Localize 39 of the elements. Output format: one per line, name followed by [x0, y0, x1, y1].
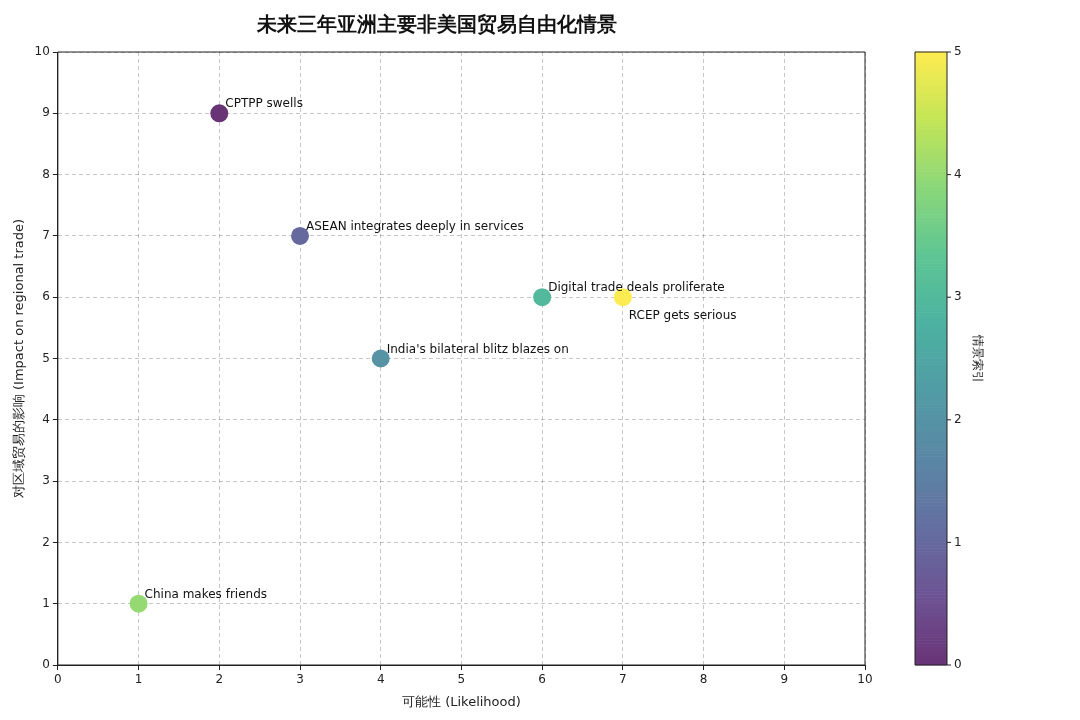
x-tick-label: 0: [54, 672, 62, 687]
chart-title: 未来三年亚洲主要非美国贸易自由化情景: [255, 12, 617, 37]
color-bar-label: 5: [954, 44, 962, 59]
annotation: ASEAN integrates deeply in services: [306, 218, 524, 233]
y-tick-label: 10: [34, 44, 50, 59]
x-axis-title: 可能性 (Likelihood): [402, 693, 521, 709]
x-tick-label: 6: [538, 672, 546, 687]
y-tick-label: 3: [42, 473, 50, 488]
x-tick-label: 5: [457, 672, 466, 687]
annotation: China makes friends: [144, 586, 268, 601]
x-tick-label: 4: [376, 672, 385, 687]
color-bar-label: 0: [954, 657, 962, 672]
annotation: RCEP gets serious: [628, 308, 737, 323]
y-tick-label: 4: [42, 411, 50, 426]
annotation: CPTPP swells: [225, 96, 303, 111]
y-tick-label: 9: [42, 105, 50, 120]
y-tick-label: 0: [42, 657, 50, 672]
color-bar-label: 2: [954, 411, 962, 426]
y-tick-label: 2: [42, 534, 50, 549]
y-tick-label: 1: [42, 595, 50, 610]
y-axis-title: 对区域贸易的影响 (Impact on regional trade): [11, 218, 27, 499]
y-tick-label: 7: [42, 228, 50, 243]
y-tick-label: 8: [42, 166, 50, 181]
annotation: India's bilateral blitz blazes on: [386, 341, 569, 356]
x-tick-label: 3: [296, 672, 304, 687]
color-bar-title: 情景索引: [970, 333, 985, 383]
color-bar-label: 4: [954, 166, 962, 181]
y-tick-label: 6: [42, 289, 50, 304]
x-tick-label: 8: [699, 672, 708, 687]
color-bar-label: 1: [954, 534, 962, 549]
y-tick-label: 5: [42, 350, 50, 365]
x-tick-label: 1: [134, 672, 143, 687]
x-tick-label: 2: [215, 672, 224, 687]
x-tick-label: 9: [780, 672, 789, 687]
annotation: Digital trade deals proliferate: [548, 280, 725, 295]
x-tick-label: 10: [857, 672, 873, 687]
point: [371, 349, 390, 368]
x-tick-label: 7: [619, 672, 627, 687]
color-bar-label: 3: [954, 289, 962, 304]
